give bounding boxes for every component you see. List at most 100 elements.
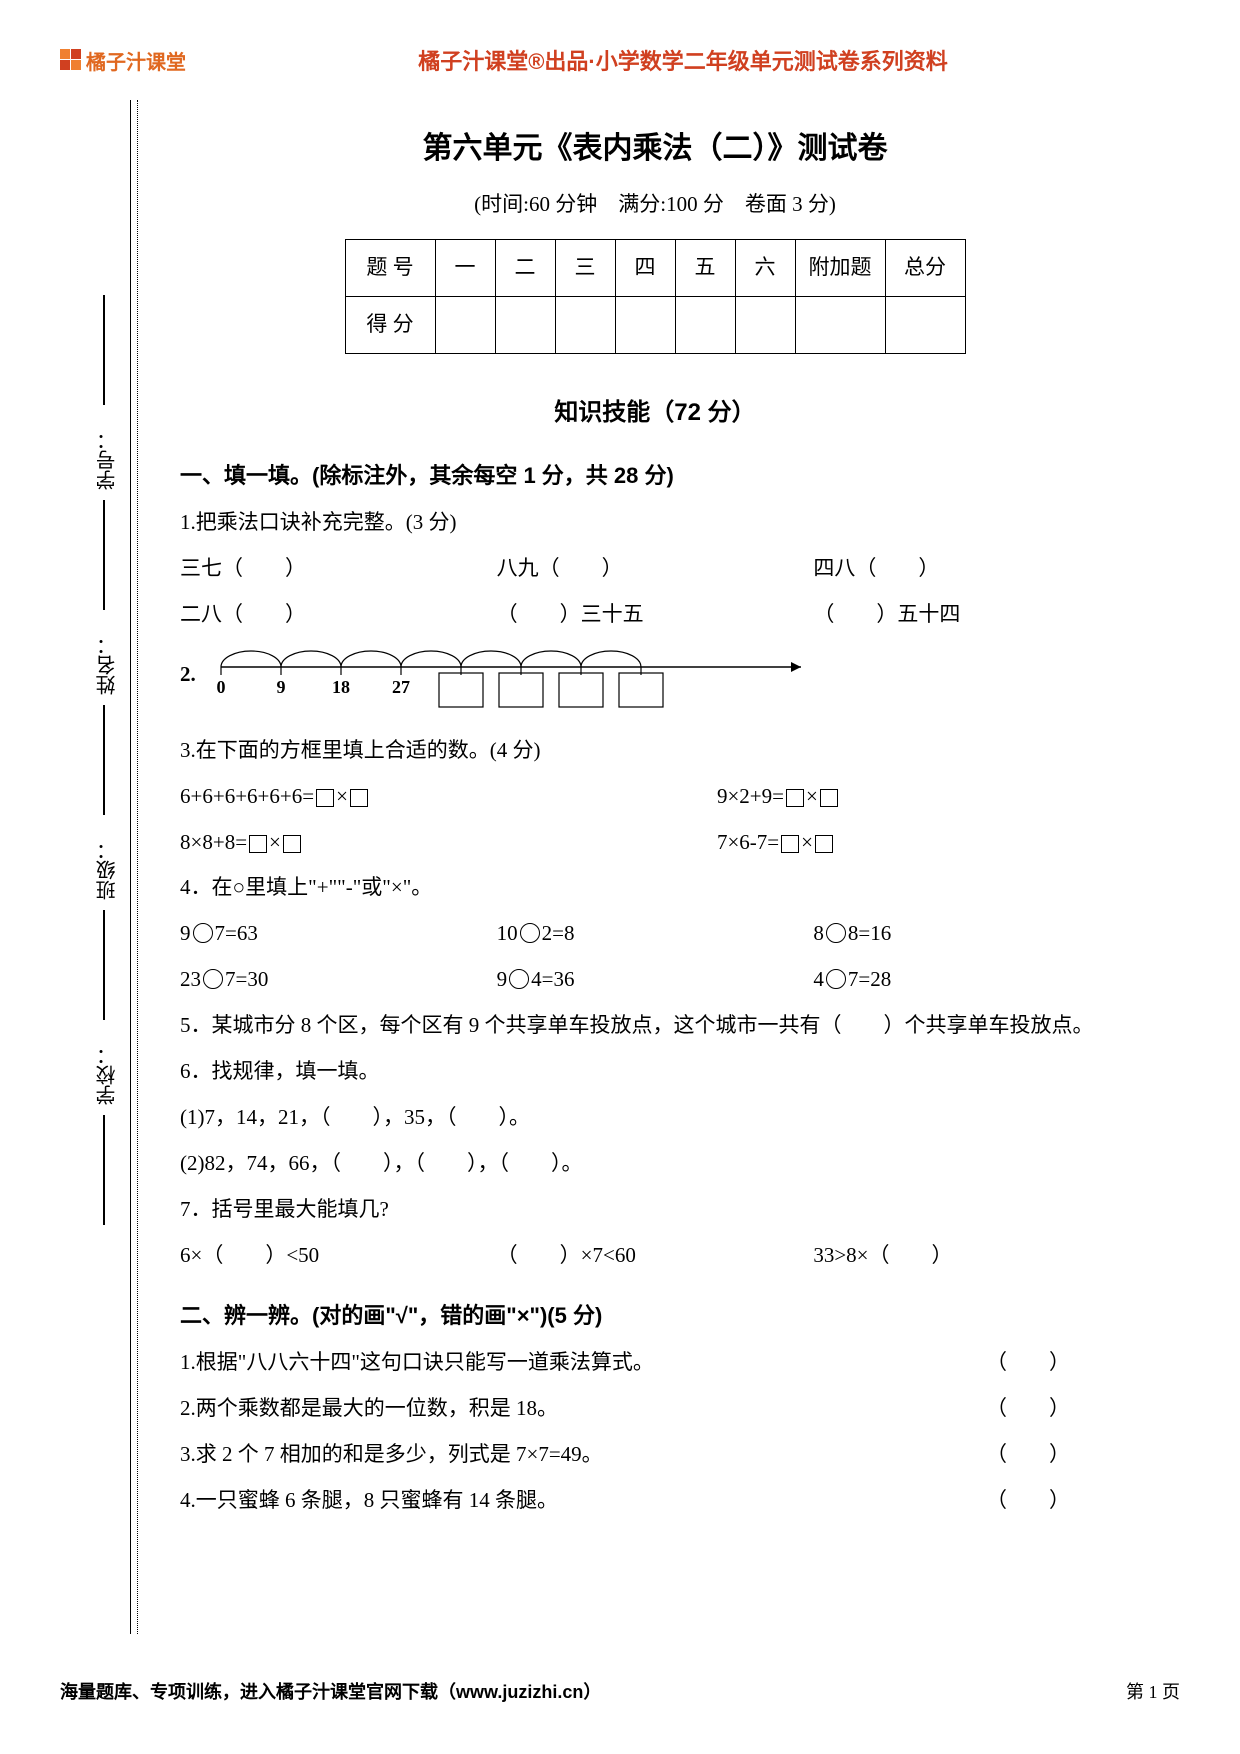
binding-rule (130, 100, 138, 1634)
fill-box[interactable] (249, 835, 267, 853)
q3-r2-2: 7×6-7=× (717, 823, 1130, 863)
score-value-cell (615, 296, 675, 353)
fill-circle[interactable] (193, 923, 213, 943)
tf-row: 2.两个乘数都是最大的一位数，积是 18。 （ ） (180, 1389, 1130, 1429)
q4-head: 4．在○里填上"+""-"或"×"。 (180, 868, 1130, 908)
q3-row1: 6+6+6+6+6+6=× 9×2+9=× (180, 777, 1130, 817)
section-heading: 知识技能（72 分） (180, 390, 1130, 436)
tf-text: 1.根据"八八六十四"这句口诀只能写一道乘法算式。 (180, 1343, 654, 1383)
qB-head: 二、辨一辨。(对的画"√"，错的画"×")(5 分) (180, 1295, 1130, 1337)
side-label-xuehao: 学号： (93, 430, 122, 490)
q7-3: 33>8×（ ） (813, 1236, 1130, 1276)
q7-head: 7．括号里最大能填几? (180, 1190, 1130, 1230)
fill-box[interactable] (820, 789, 838, 807)
q1-p1: 1.把乘法口诀补充完整。(3 分) (180, 503, 1130, 543)
tf-text: 3.求 2 个 7 相加的和是多少，列式是 7×7=49。 (180, 1435, 603, 1475)
side-labels: 学号： 姓名： 班级： 学校： (85, 100, 125, 1634)
svg-text:18: 18 (332, 677, 350, 697)
tf-blank[interactable]: （ ） (986, 1343, 1130, 1383)
q4-r2-3: 47=28 (813, 960, 1130, 1000)
svg-text:27: 27 (392, 677, 410, 697)
side-label-xuexiao: 学校： (93, 1045, 122, 1105)
score-head-cell: 六 (735, 239, 795, 296)
q3-head: 3.在下面的方框里填上合适的数。(4 分) (180, 731, 1130, 771)
q1-r1-2: 八九（ ） (497, 549, 814, 589)
q2-row: 2. 0 9 18 27 (180, 641, 1130, 725)
score-head-cell: 四 (615, 239, 675, 296)
q3-r1-1: 6+6+6+6+6+6=× (180, 777, 717, 817)
page-subtitle: (时间:60 分钟 满分:100 分 卷面 3 分) (180, 185, 1130, 225)
q7-1: 6×（ ）<50 (180, 1236, 497, 1276)
header-banner: 橘子汁课堂®出品·小学数学二年级单元测试卷系列资料 (186, 44, 1180, 76)
score-head-cell: 总分 (885, 239, 965, 296)
number-line: 0 9 18 27 (196, 645, 836, 725)
q1-row1: 三七（ ） 八九（ ） 四八（ ） (180, 549, 1130, 589)
q6-l1: (1)7，14，21，（ ），35，（ ）。 (180, 1098, 1130, 1138)
q1-row2: 二八（ ） （ ）三十五 （ ）五十四 (180, 595, 1130, 635)
side-line (103, 705, 105, 815)
score-value-cell (795, 296, 885, 353)
logo: 橘子汁课堂 (60, 46, 186, 75)
q2-label: 2. (180, 641, 196, 695)
number-line-svg: 0 9 18 27 (196, 645, 836, 725)
side-line (103, 295, 105, 405)
fill-circle[interactable] (826, 969, 846, 989)
fill-box[interactable] (781, 835, 799, 853)
q1-r2-1: 二八（ ） (180, 595, 497, 635)
score-value-cell (885, 296, 965, 353)
score-value-cell (435, 296, 495, 353)
fill-box[interactable] (316, 789, 334, 807)
tf-row: 4.一只蜜蜂 6 条腿，8 只蜜蜂有 14 条腿。（ ） (180, 1481, 1130, 1521)
content: 第六单元《表内乘法（二）》测试卷 (时间:60 分钟 满分:100 分 卷面 3… (150, 100, 1160, 1521)
score-header-row: 题 号一二三四五六附加题总分 (345, 239, 965, 296)
logo-text: 橘子汁课堂 (86, 46, 186, 75)
side-label-banji: 班级： (93, 840, 122, 900)
score-table: 题 号一二三四五六附加题总分 得 分 (345, 239, 966, 354)
q3-r1-2: 9×2+9=× (717, 777, 1130, 817)
fill-circle[interactable] (520, 923, 540, 943)
tf-blank[interactable]: （ ） (986, 1481, 1130, 1521)
side-line (103, 910, 105, 1020)
q6-head: 6．找规律，填一填。 (180, 1052, 1130, 1092)
q7-2: （ ）×7<60 (497, 1236, 814, 1276)
tf-text: 2.两个乘数都是最大的一位数，积是 18。 (180, 1389, 558, 1429)
fill-box[interactable] (786, 789, 804, 807)
page-frame: 学号： 姓名： 班级： 学校： 第六单元《表内乘法（二）》测试卷 (时间:60 … (150, 100, 1160, 1634)
svg-text:9: 9 (276, 677, 285, 697)
footer: 海量题库、专项训练，进入橘子汁课堂官网下载（www.juzizhi.cn） 第 … (60, 1678, 1180, 1704)
score-head-cell: 三 (555, 239, 615, 296)
score-value-cell (675, 296, 735, 353)
q4-r2-2: 94=36 (497, 960, 814, 1000)
score-value-cell: 得 分 (345, 296, 435, 353)
fill-box[interactable] (815, 835, 833, 853)
q6-l2: (2)82，74，66，（ ），（ ），（ ）。 (180, 1144, 1130, 1184)
q4-r1-2: 102=8 (497, 914, 814, 954)
q5: 5．某城市分 8 个区，每个区有 9 个共享单车投放点，这个城市一共有（ ）个共… (180, 1006, 1130, 1046)
q1-head: 一、填一填。(除标注外，其余每空 1 分，共 28 分) (180, 455, 1130, 497)
score-head-cell: 五 (675, 239, 735, 296)
tf-blank[interactable]: （ ） (986, 1389, 1130, 1429)
q4-r1-3: 88=16 (813, 914, 1130, 954)
q1-r1-3: 四八（ ） (813, 549, 1130, 589)
score-value-row: 得 分 (345, 296, 965, 353)
score-head-cell: 二 (495, 239, 555, 296)
q3-row2: 8×8+8=× 7×6-7=× (180, 823, 1130, 863)
fill-box[interactable] (283, 835, 301, 853)
q4-row2: 237=30 94=36 47=28 (180, 960, 1130, 1000)
score-value-cell (555, 296, 615, 353)
logo-icon (60, 49, 82, 71)
q3-r2-1: 8×8+8=× (180, 823, 717, 863)
score-head-cell: 题 号 (345, 239, 435, 296)
side-line (103, 1115, 105, 1225)
side-line (103, 500, 105, 610)
fill-circle[interactable] (203, 969, 223, 989)
fill-circle[interactable] (509, 969, 529, 989)
page-title: 第六单元《表内乘法（二）》测试卷 (180, 120, 1130, 177)
q4-r1-1: 97=63 (180, 914, 497, 954)
tf-blank[interactable]: （ ） (986, 1435, 1130, 1475)
fill-circle[interactable] (826, 923, 846, 943)
score-value-cell (495, 296, 555, 353)
fill-box[interactable] (350, 789, 368, 807)
svg-text:0: 0 (216, 677, 225, 697)
q1-r2-2: （ ）三十五 (497, 595, 814, 635)
